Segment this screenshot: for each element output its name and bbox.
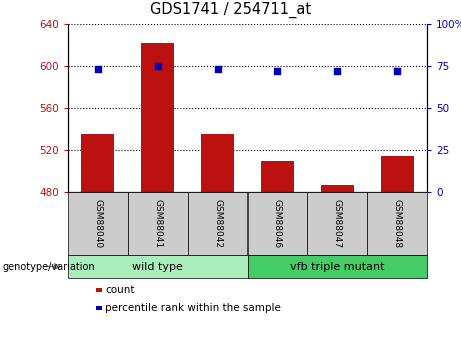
Text: GSM88046: GSM88046 (273, 199, 282, 248)
Text: genotype/variation: genotype/variation (2, 262, 95, 272)
Text: wild type: wild type (132, 262, 183, 272)
Point (214, 67, 221, 72)
Point (334, 68, 341, 74)
Point (274, 68, 281, 74)
Bar (381, 156, 414, 192)
Point (94, 67, 101, 72)
Text: GDS1741 / 254711_at: GDS1741 / 254711_at (150, 2, 311, 18)
Point (393, 68, 401, 74)
Text: GSM88048: GSM88048 (393, 199, 402, 248)
Bar (261, 160, 294, 192)
Text: GSM88041: GSM88041 (153, 199, 162, 248)
Text: percentile rank within the sample: percentile rank within the sample (106, 303, 281, 313)
Text: GSM88042: GSM88042 (213, 199, 222, 248)
Point (154, 63, 161, 69)
Bar (141, 43, 174, 192)
Text: GSM88047: GSM88047 (333, 199, 342, 248)
Text: GSM88040: GSM88040 (94, 199, 102, 248)
Bar (201, 134, 234, 192)
Text: vfb triple mutant: vfb triple mutant (290, 262, 384, 272)
Bar (82, 134, 114, 192)
Bar (321, 185, 354, 192)
Text: count: count (106, 285, 135, 295)
